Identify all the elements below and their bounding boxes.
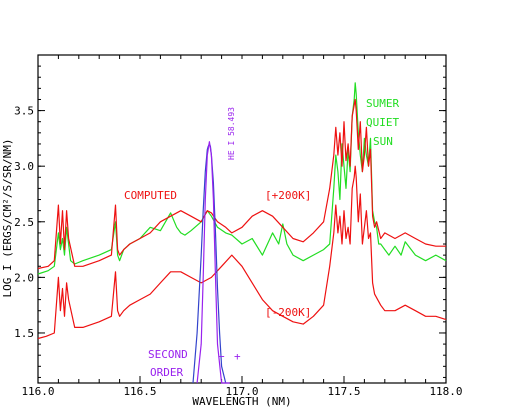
label-sumer-3: SUN — [373, 135, 393, 148]
series-plus200-line — [37, 98, 446, 270]
label-plus-sign: + — [234, 350, 241, 363]
y-tick-label: 3.0 — [14, 160, 34, 173]
x-axis-label: WAVELENGTH (NM) — [192, 395, 291, 408]
series-layer — [37, 82, 447, 384]
label-sumer-2: QUIET — [366, 116, 399, 129]
x-tick-label: 117.0 — [225, 385, 258, 398]
y-tick-label: 2.5 — [14, 216, 34, 229]
y-tick-label: 1.5 — [14, 327, 34, 340]
label-sumer-1: SUMER — [366, 97, 399, 110]
x-tick-label: 116.5 — [123, 385, 156, 398]
label-minus200: [-200K] — [265, 306, 311, 319]
label-computed: COMPUTED — [124, 189, 177, 202]
series-observed-line — [37, 82, 447, 275]
label-second-order-1: SECOND — [148, 348, 188, 361]
label-line-id: HE I 58.493 — [227, 107, 236, 160]
label-plus200: [+200K] — [265, 189, 311, 202]
x-tick-label: 117.5 — [327, 385, 360, 398]
label-minus-sign: − — [218, 350, 225, 363]
y-tick-label: 2.0 — [14, 271, 34, 284]
series-second_order-line — [196, 141, 230, 384]
series-blue_profile-line — [192, 143, 227, 384]
y-axis-label: LOG I (ERGS/CM²/S/SR/NM) — [1, 139, 14, 298]
y-tick-label: 3.5 — [14, 105, 34, 118]
x-tick-label: 118.0 — [429, 385, 462, 398]
label-second-order-2: ORDER — [150, 366, 183, 379]
axis-ticks: 116.0 116.5 117.0 117.5 118.0 1.5 2.0 2.5 3.0 3.5 — [14, 55, 463, 398]
series-minus200-line — [37, 165, 447, 340]
x-tick-label: 116.0 — [21, 385, 54, 398]
